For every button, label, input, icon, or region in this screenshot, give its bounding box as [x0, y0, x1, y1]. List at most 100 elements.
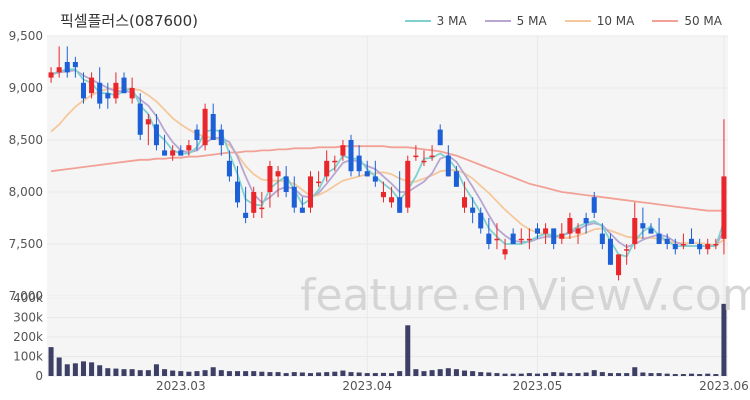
volume-bar — [567, 373, 573, 376]
price-tick-label: 8,000 — [9, 185, 43, 199]
candle-body — [494, 238, 500, 241]
candle-body — [210, 114, 216, 140]
volume-bar — [64, 364, 70, 376]
price-tick-label: 7,500 — [9, 237, 43, 251]
candle-body — [380, 192, 386, 198]
candle-body — [453, 171, 459, 187]
volume-bar — [80, 361, 86, 376]
legend-swatch-ma5 — [484, 20, 511, 22]
candle-body — [583, 218, 589, 224]
volume-bar — [672, 374, 678, 376]
candle-body — [202, 108, 208, 146]
candle-body — [689, 238, 695, 244]
volume-bar — [559, 372, 565, 376]
candle-body — [348, 140, 354, 172]
candle-body — [616, 254, 622, 276]
volume-bar — [162, 369, 168, 376]
candle-body — [170, 150, 176, 156]
price-tick-label: 9,000 — [9, 81, 43, 95]
volume-bar — [380, 372, 386, 376]
candle-body — [153, 124, 159, 146]
price-tick-label: 8,500 — [9, 133, 43, 147]
candle-body — [567, 218, 573, 234]
volume-bar — [624, 373, 630, 376]
candle-body — [283, 176, 289, 192]
volume-bar — [721, 303, 727, 376]
volume-bar — [486, 372, 492, 376]
volume-bar — [680, 374, 686, 376]
legend-item-ma50[interactable]: 50 MA — [652, 14, 722, 28]
volume-bar — [372, 373, 378, 376]
volume-bar — [413, 369, 419, 376]
volume-bar — [348, 372, 354, 376]
volume-bar — [186, 371, 192, 376]
legend-label-ma3: 3 MA — [436, 14, 467, 28]
ma10-line — [50, 87, 725, 246]
volume-bar — [137, 370, 143, 376]
volume-tick-label: 200k — [13, 330, 43, 344]
candle-body — [437, 129, 443, 146]
volume-bar — [389, 373, 395, 376]
volume-bar — [632, 367, 638, 376]
volume-bar — [405, 325, 411, 376]
candle-body — [48, 72, 54, 78]
candle-body — [478, 212, 484, 229]
candle-body — [178, 150, 184, 156]
volume-bar — [259, 371, 265, 376]
candle-body — [194, 129, 200, 140]
candle-body — [534, 228, 540, 234]
legend-item-ma3[interactable]: 3 MA — [404, 14, 467, 28]
candle-body — [648, 228, 654, 234]
volume-bar — [275, 372, 281, 376]
volume-bar — [551, 372, 557, 376]
volume-bar — [226, 371, 232, 376]
volume-bar — [543, 373, 549, 376]
volume-bar — [421, 371, 427, 376]
volume-bar — [129, 369, 135, 376]
candle-body — [721, 176, 727, 239]
candle-body — [364, 171, 370, 177]
volume-tick-label: 300k — [13, 311, 43, 325]
candle-body — [235, 181, 241, 203]
candle-body — [591, 197, 597, 213]
volume-bar — [145, 370, 151, 376]
volume-bar — [170, 370, 176, 376]
legend-swatch-ma50 — [652, 20, 679, 22]
candle-body — [275, 171, 281, 177]
volume-bar — [502, 373, 508, 376]
volume-bar — [494, 373, 500, 376]
candle-body — [226, 160, 232, 177]
date-tick-label: 2023.04 — [342, 379, 392, 393]
legend-label-ma10: 10 MA — [596, 14, 635, 28]
candle-body — [656, 233, 662, 244]
candle-body — [672, 244, 678, 250]
volume-bar — [616, 373, 622, 376]
candle-body — [429, 155, 435, 158]
candle-body — [121, 77, 127, 94]
candle-body — [543, 228, 549, 234]
candle-body — [243, 212, 249, 218]
candle-body — [316, 181, 322, 184]
candle-body — [80, 82, 86, 99]
volume-bar — [607, 373, 613, 376]
candle-body — [705, 244, 711, 250]
volume-bar — [316, 372, 322, 376]
candle-body — [299, 207, 305, 213]
volume-bar — [291, 372, 297, 376]
legend-item-ma10[interactable]: 10 MA — [564, 14, 635, 28]
candle-body — [713, 244, 719, 246]
volume-bar — [210, 367, 216, 376]
candle-body — [599, 233, 605, 244]
candle-body — [186, 145, 192, 151]
volume-bar — [307, 373, 313, 376]
volume-bar — [235, 371, 241, 376]
candle-body — [518, 238, 524, 241]
volume-bar — [705, 373, 711, 376]
legend-item-ma5[interactable]: 5 MA — [484, 14, 547, 28]
candle-body — [145, 119, 151, 125]
candle-body — [421, 160, 427, 163]
volume-bar — [664, 373, 670, 376]
candle-body — [551, 228, 557, 244]
volume-bar — [218, 370, 224, 376]
